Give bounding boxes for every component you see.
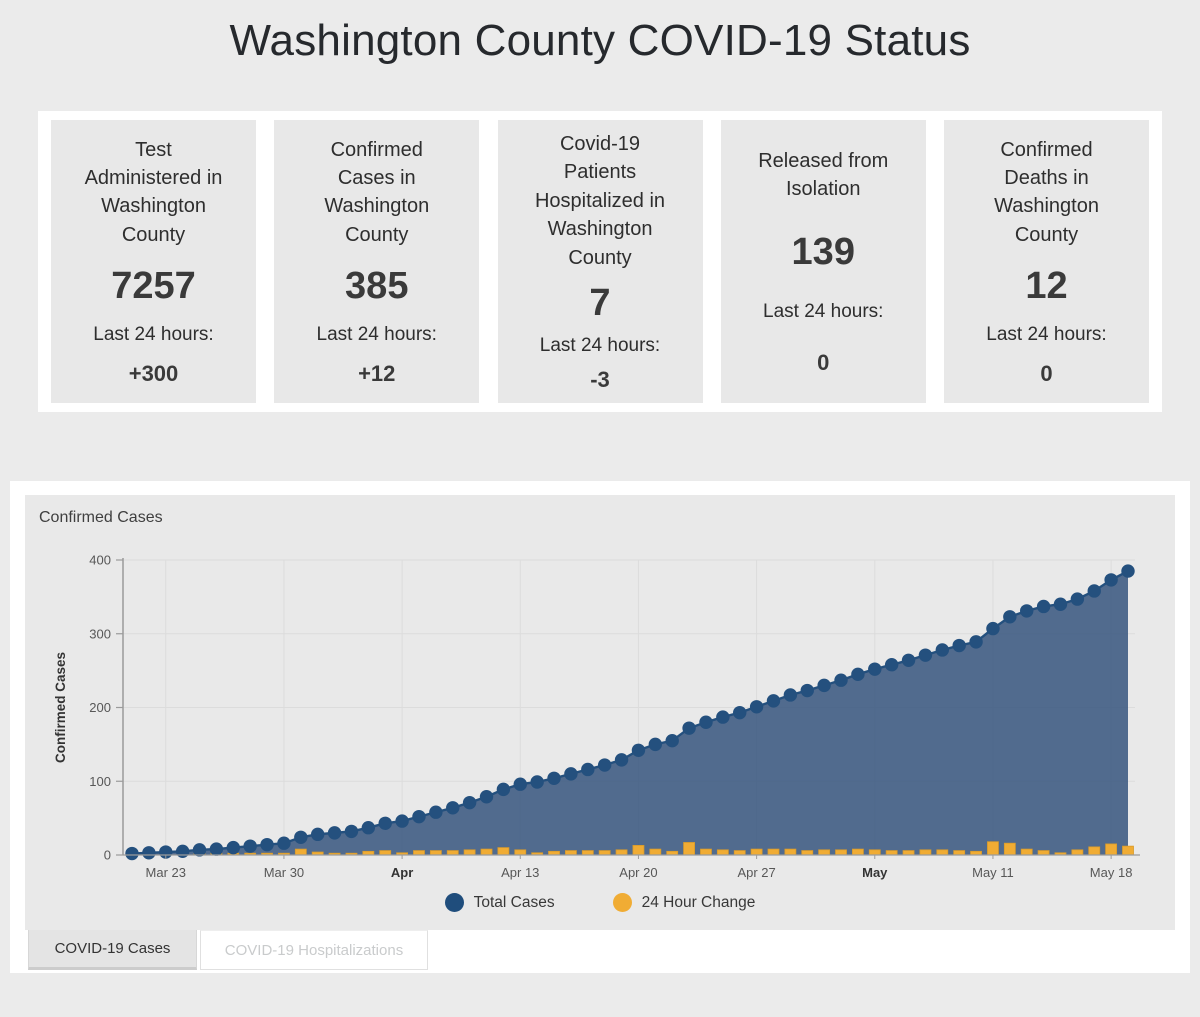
- stat-card-released: Released from Isolation 139 Last 24 hour…: [720, 120, 926, 403]
- stat-card-change: 0: [817, 349, 830, 375]
- svg-text:Mar 30: Mar 30: [264, 865, 304, 880]
- tab-covid19-cases[interactable]: COVID-19 Cases: [28, 930, 197, 970]
- svg-text:Apr: Apr: [391, 865, 413, 880]
- stat-card-deaths: Confirmed Deaths in Washington County 12…: [944, 120, 1149, 403]
- 24-hour-change-swatch-icon: [612, 893, 632, 912]
- stat-card-period: Last 24 hours:: [316, 323, 437, 345]
- svg-text:Apr 20: Apr 20: [619, 865, 657, 880]
- svg-text:0: 0: [104, 848, 111, 863]
- page-title: Washington County COVID-19 Status: [229, 16, 971, 65]
- svg-text:May: May: [862, 865, 888, 880]
- stat-card-tests: Test Administered in Washington County 7…: [51, 120, 256, 403]
- svg-text:May 11: May 11: [972, 865, 1014, 880]
- tab-bar: COVID-19 Cases COVID-19 Hospitalizations: [25, 930, 1175, 970]
- stat-card-value: 12: [1025, 264, 1068, 307]
- stat-card-label: Test Administered in Washington County: [84, 138, 223, 246]
- svg-text:May 18: May 18: [1090, 865, 1133, 880]
- stat-card-period: Last 24 hours:: [539, 334, 661, 356]
- stat-card-label: Confirmed Cases in Washington County: [324, 138, 430, 246]
- stat-card-hospitalized: Covid-19 Patients Hospitalized in Washin…: [497, 120, 703, 403]
- legend-item-24-hour-change[interactable]: 24 Hour Change: [612, 893, 756, 912]
- svg-text:Confirmed Cases: Confirmed Cases: [53, 652, 68, 763]
- stat-card-change: 0: [1040, 361, 1053, 387]
- svg-text:Mar 23: Mar 23: [146, 865, 186, 880]
- stat-card-label: Covid-19 Patients Hospitalized in Washin…: [534, 133, 666, 269]
- svg-text:Apr 13: Apr 13: [501, 865, 539, 880]
- tab-covid19-hospitalizations[interactable]: COVID-19 Hospitalizations: [200, 930, 428, 970]
- stat-card-value: 385: [345, 264, 409, 307]
- stat-card-period: Last 24 hours:: [986, 323, 1107, 345]
- stat-card-change: +300: [128, 361, 179, 387]
- stat-card-label: Confirmed Deaths in Washington County: [994, 138, 1099, 246]
- chart-legend: Total Cases 24 Hour Change: [25, 893, 1175, 912]
- cases-chart-svg[interactable]: 0 100 200 300 400 Mar 23 Mar 30 Apr Apr 13 Apr 20…: [25, 537, 1175, 885]
- chart-title: Confirmed Cases: [39, 509, 163, 526]
- legend-item-total-cases[interactable]: Total Cases: [444, 893, 555, 912]
- svg-text:200: 200: [89, 700, 111, 715]
- stat-cards-panel: Test Administered in Washington County 7…: [38, 111, 1162, 412]
- stat-card-period: Last 24 hours:: [93, 323, 214, 345]
- stat-card-value: 7: [589, 281, 611, 324]
- stat-card-change: +12: [358, 361, 396, 387]
- svg-text:400: 400: [89, 553, 111, 568]
- stat-card-value: 139: [791, 230, 855, 273]
- page-header: Washington County COVID-19 Status: [0, 0, 1200, 111]
- total-cases-swatch-icon: [444, 893, 464, 912]
- stat-card-change: -3: [590, 366, 610, 392]
- svg-text:100: 100: [89, 774, 111, 789]
- stat-card-confirmed-cases: Confirmed Cases in Washington County 385…: [274, 120, 480, 403]
- legend-label: Total Cases: [473, 893, 555, 911]
- chart-section-panel: Confirmed Cases 0 100 200 300 400 Mar 23 Mar 3…: [10, 481, 1190, 973]
- stat-card-value: 7257: [111, 264, 196, 307]
- stat-card-period: Last 24 hours:: [763, 300, 884, 322]
- confirmed-cases-panel: Confirmed Cases 0 100 200 300 400 Mar 23 Mar 3…: [25, 495, 1175, 930]
- svg-text:Apr 27: Apr 27: [737, 865, 775, 880]
- stat-card-label: Released from Isolation: [758, 150, 889, 201]
- legend-label: 24 Hour Change: [641, 893, 756, 911]
- svg-text:300: 300: [89, 626, 111, 641]
